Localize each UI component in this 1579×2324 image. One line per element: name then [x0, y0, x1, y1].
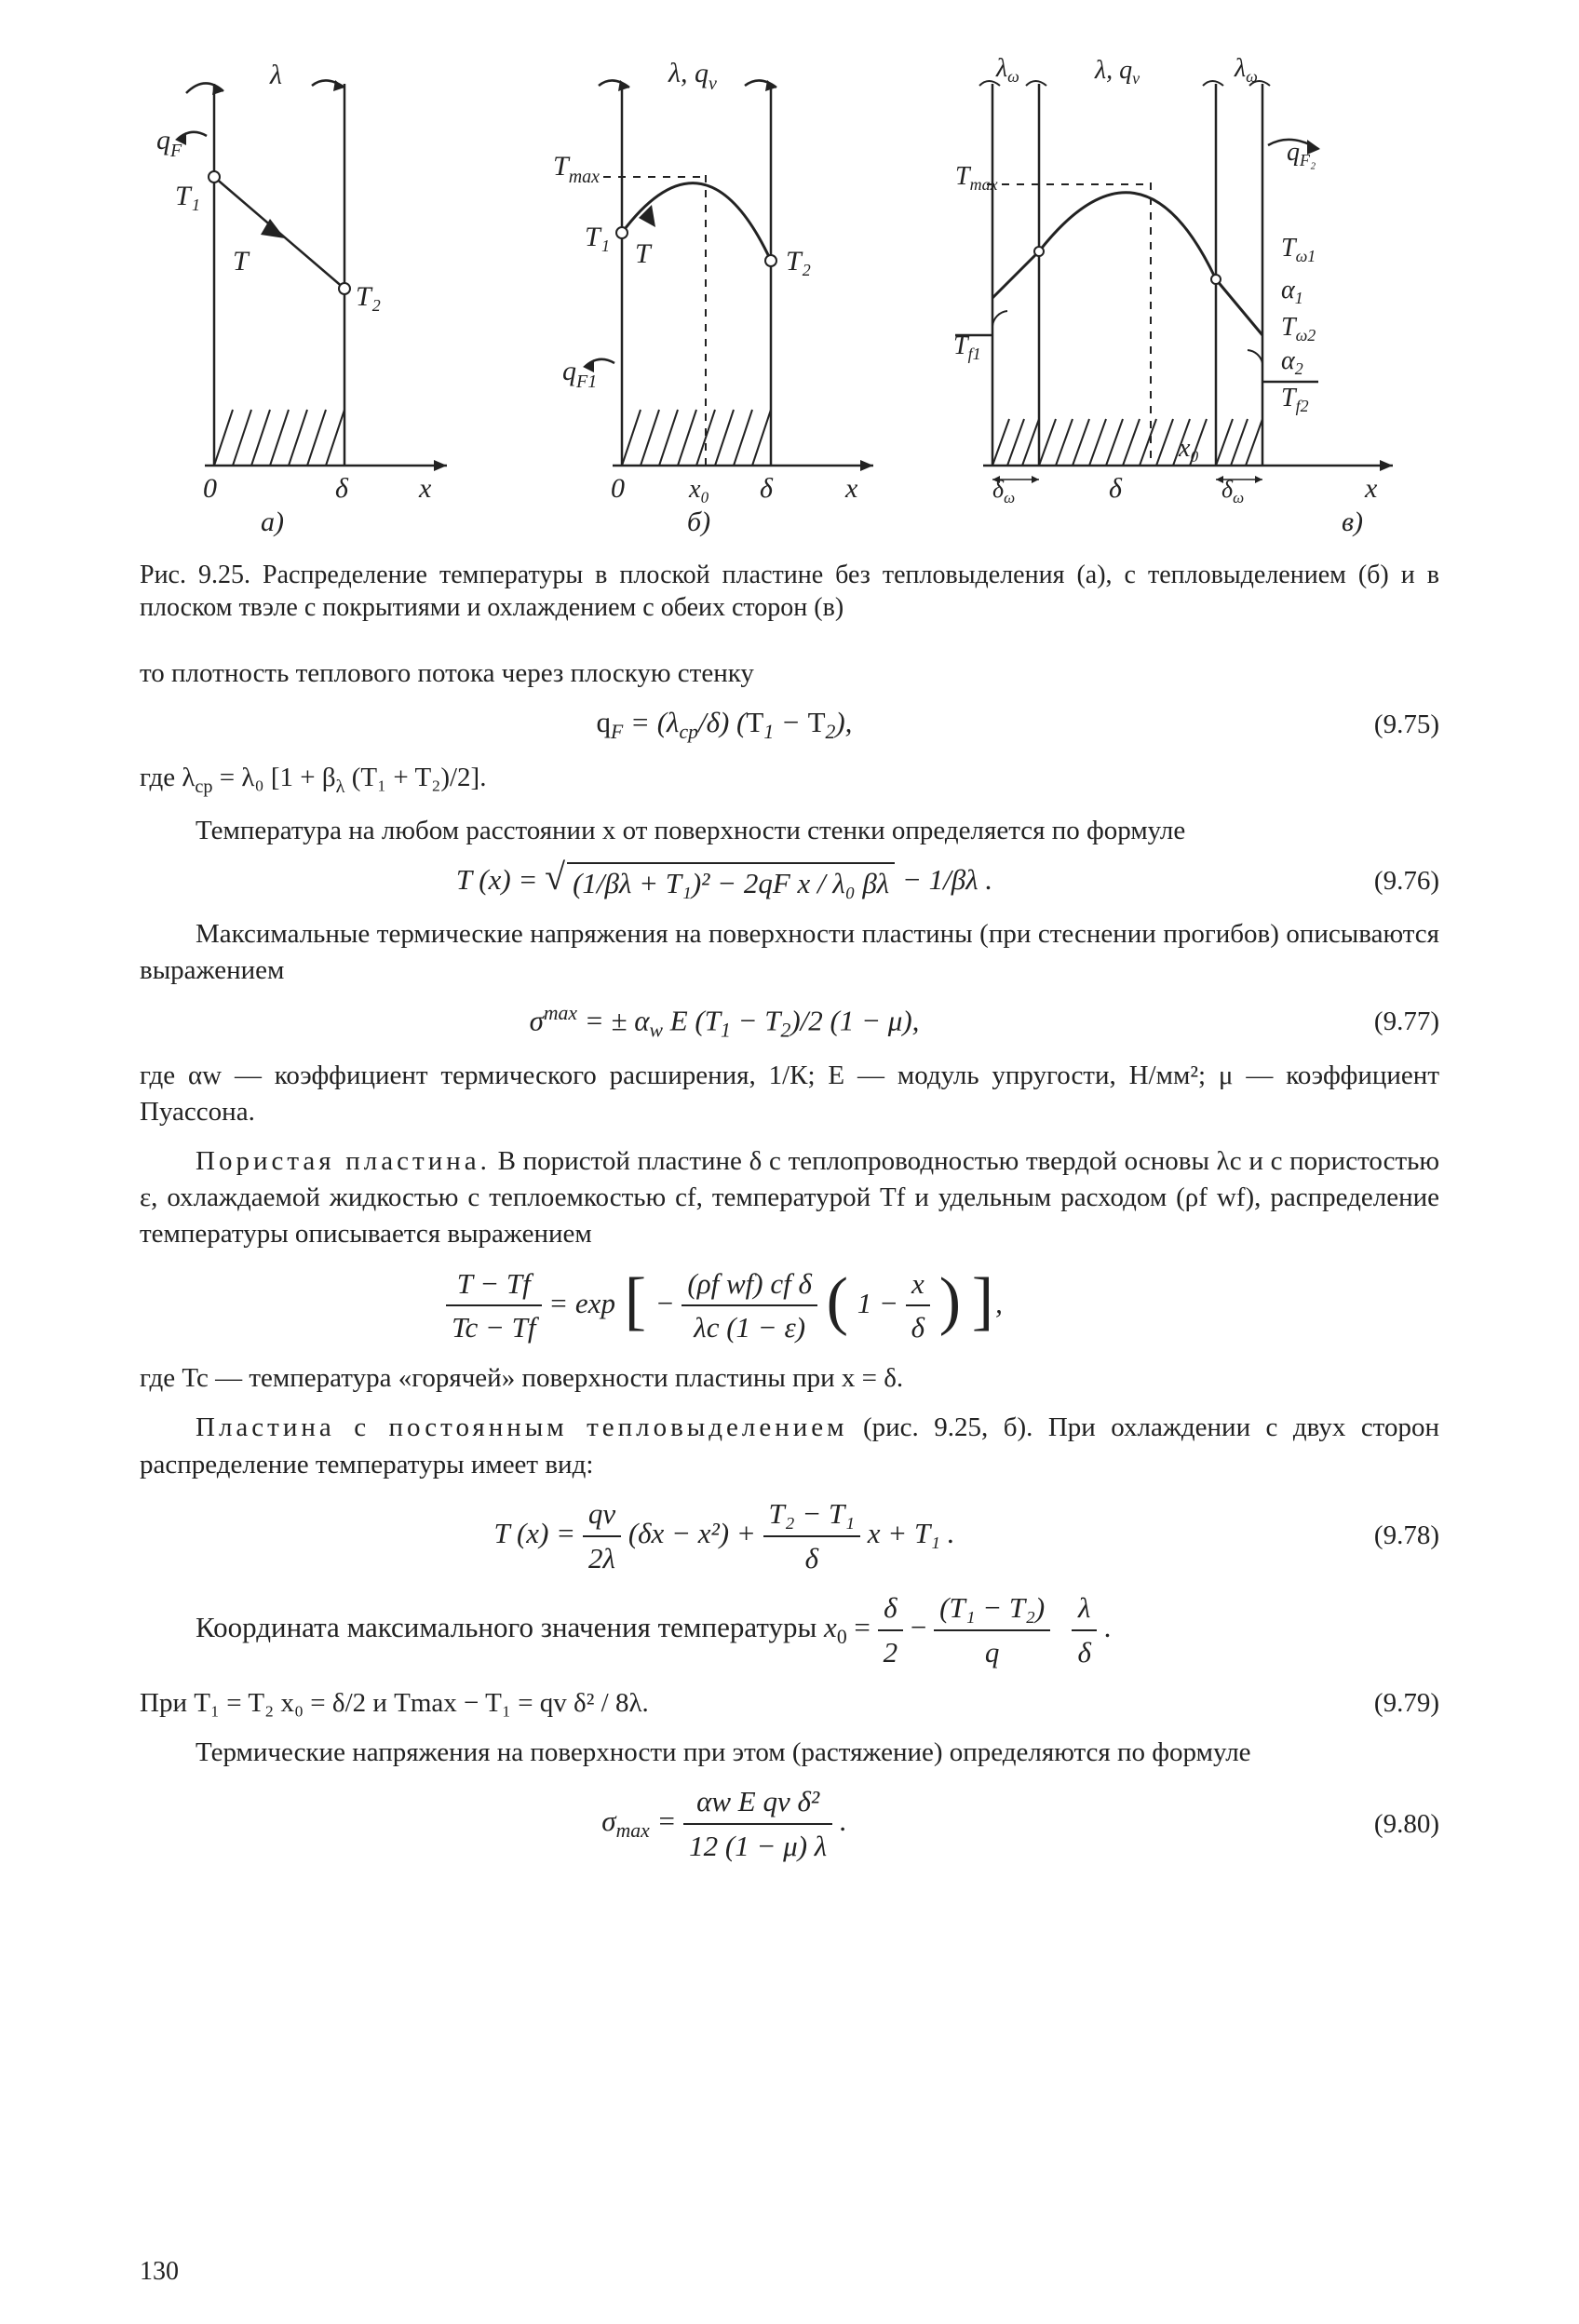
para-6: Пористая пластина. В пористой пластине δ… [140, 1143, 1439, 1252]
svg-text:0: 0 [611, 473, 625, 504]
svg-text:x: x [844, 473, 858, 504]
eq-num: (9.78) [1309, 1518, 1439, 1554]
eq-x0: Координата максимального значения темпер… [140, 1588, 1439, 1672]
page: λ qF T₁ T₂ T 0 δ x а) [0, 0, 1579, 2324]
label-lambda: λ [269, 60, 282, 90]
svg-text:T₁: T₁ [175, 181, 200, 211]
fig-panel-b: λ, qv Tmax T₁ T₂ T qF1 0 x₀ δ x б) [547, 56, 920, 540]
svg-text:Tω1: Tω1 [1281, 234, 1316, 265]
svg-text:δ: δ [335, 473, 349, 504]
eq-num: (9.75) [1309, 707, 1439, 743]
svg-text:Tf2: Tf2 [1281, 384, 1309, 415]
para-2: где λср = λ₀ [1 + βλ (T₁ + T₂)/2]. [140, 760, 1439, 800]
svg-text:б): б) [687, 507, 710, 537]
fig-panel-c: λω λ, qv λω qF₂ Tmax Tω1 α1 Tω2 α2 Tf2 T… [955, 56, 1439, 540]
eq-9-80: σmax = αw E qv δ²12 (1 − μ) λ . (9.80) [140, 1782, 1439, 1866]
svg-text:δ: δ [760, 473, 774, 504]
para-9: Координата максимального значения темпер… [196, 1611, 824, 1643]
svg-text:а): а) [261, 507, 284, 537]
svg-text:x₀: x₀ [1178, 434, 1199, 463]
para-4: Максимальные термические напряжения на п… [140, 916, 1439, 989]
figure-caption: Рис. 9.25. Распределение температуры в п… [140, 559, 1439, 624]
svg-text:Tω2: Tω2 [1281, 313, 1316, 345]
svg-text:x: x [418, 473, 432, 504]
para-11: Термические напряжения на поверхности пр… [140, 1735, 1439, 1771]
eq-num: (9.79) [1374, 1685, 1439, 1722]
run-in-heading: Пластина с постоянным тепловыделением [196, 1412, 848, 1442]
svg-text:λ, qv: λ, qv [1094, 56, 1140, 88]
svg-text:δω: δω [1221, 476, 1244, 507]
svg-text:T₁: T₁ [585, 222, 610, 252]
run-in-heading: Пористая пластина. [196, 1146, 491, 1176]
svg-text:δ: δ [1109, 473, 1123, 504]
eq-porous: T − TfTc − Tf = exp [ − (ρf wf) cf δλc (… [140, 1264, 1439, 1348]
svg-text:T: T [635, 238, 653, 269]
svg-text:в): в) [1342, 507, 1363, 537]
eq-num: (9.76) [1309, 863, 1439, 899]
para-8: Пластина с постоянным тепловыделением (р… [140, 1410, 1439, 1482]
svg-text:T₂: T₂ [356, 281, 381, 312]
svg-text:T₂: T₂ [786, 246, 811, 277]
para-5: где αw — коэффициент термического расшир… [140, 1058, 1439, 1130]
eq-9-75: qF = (λср/δ) (T1 − T2), (9.75) [140, 703, 1439, 746]
fig-panel-a: λ qF T₁ T₂ T 0 δ x а) [140, 56, 512, 540]
para-1: то плотность теплового потока через плос… [140, 655, 1439, 692]
svg-text:λ, qv: λ, qv [668, 58, 717, 94]
eq-num: (9.80) [1309, 1806, 1439, 1843]
eq-9-78: T (x) = qv2λ (δx − x²) + T₂ − T₁δ x + T₁… [140, 1494, 1439, 1578]
para-10: При T₁ = T₂ x₀ = δ/2 и Tmax − T₁ = qv δ²… [140, 1685, 1439, 1722]
eq-num: (9.77) [1309, 1004, 1439, 1040]
caption-text: Рис. 9.25. Распределение температуры в п… [140, 561, 1439, 622]
svg-text:0: 0 [203, 473, 217, 504]
svg-text:λω: λω [1234, 54, 1258, 86]
svg-text:λω: λω [995, 54, 1019, 86]
page-number: 130 [140, 2257, 179, 2287]
page-body: то плотность теплового потока через плос… [140, 655, 1439, 1866]
svg-text:Tmax: Tmax [955, 162, 998, 194]
para-3: Температура на любом расстоянии x от пов… [140, 813, 1439, 849]
svg-text:x₀: x₀ [688, 475, 709, 504]
svg-text:Tmax: Tmax [553, 151, 600, 187]
eq-9-76: T (x) = √(1/βλ + T₁)² − 2qF x / λ₀ βλ − … [140, 860, 1439, 903]
svg-text:α2: α2 [1281, 346, 1303, 378]
svg-text:T: T [233, 246, 250, 277]
svg-text:qF: qF [156, 125, 182, 161]
para-7: где Tc — температура «горячей» поверхнос… [140, 1360, 1439, 1397]
figure-9-25: λ qF T₁ T₂ T 0 δ x а) [140, 56, 1439, 540]
svg-text:x: x [1364, 473, 1378, 504]
eq-9-77: σmax = ± αw E (T1 − T2)/2 (1 − μ), (9.77… [140, 1000, 1439, 1045]
svg-text:α1: α1 [1281, 276, 1303, 307]
